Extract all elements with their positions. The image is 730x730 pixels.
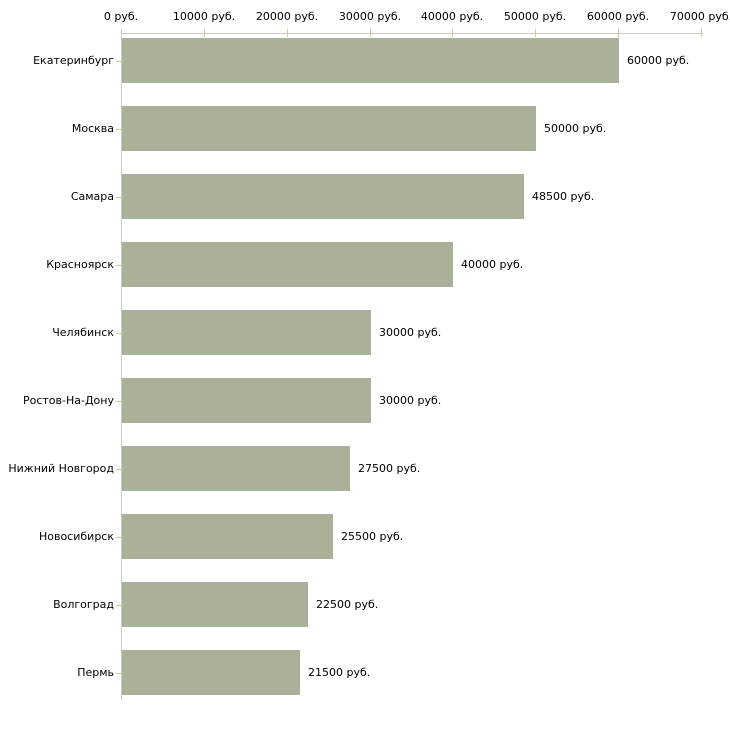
category-label: Пермь [77, 666, 114, 679]
value-label: 27500 руб. [358, 462, 421, 475]
category-label: Волгоград [53, 598, 114, 611]
category-label: Новосибирск [38, 530, 114, 543]
x-axis-tick [618, 29, 619, 37]
bar [122, 650, 300, 695]
bar [122, 38, 619, 83]
category-tick [116, 197, 121, 198]
x-axis-tick-label: 60000 руб. [586, 10, 650, 23]
x-axis-tick [535, 29, 536, 37]
y-axis-line [121, 33, 122, 700]
bar [122, 514, 333, 559]
x-axis-tick [370, 29, 371, 37]
value-label: 30000 руб. [379, 326, 442, 339]
x-axis-tick [204, 29, 205, 37]
category-label: Челябинск [52, 326, 114, 339]
bar [122, 582, 308, 627]
x-axis-line [121, 33, 703, 34]
category-tick [116, 537, 121, 538]
x-axis-tick [121, 29, 122, 37]
x-axis-tick-label: 50000 руб. [503, 10, 567, 23]
category-label: Красноярск [46, 258, 114, 271]
bar [122, 446, 350, 491]
x-axis-tick [701, 29, 702, 37]
value-label: 25500 руб. [341, 530, 404, 543]
value-label: 30000 руб. [379, 394, 442, 407]
value-label: 48500 руб. [532, 190, 595, 203]
category-label: Москва [71, 122, 114, 135]
bar [122, 242, 453, 287]
category-tick [116, 129, 121, 130]
x-axis-tick-label: 0 руб. [103, 10, 139, 23]
value-label: 60000 руб. [627, 54, 690, 67]
value-label: 22500 руб. [316, 598, 379, 611]
category-tick [116, 673, 121, 674]
category-tick [116, 605, 121, 606]
value-label: 21500 руб. [308, 666, 371, 679]
bar [122, 310, 371, 355]
category-label: Самара [70, 190, 114, 203]
value-label: 40000 руб. [461, 258, 524, 271]
x-axis-tick-label: 70000 руб. [669, 10, 730, 23]
category-tick [116, 333, 121, 334]
category-label: Екатеринбург [33, 54, 114, 67]
x-axis-tick-label: 20000 руб. [255, 10, 319, 23]
category-label: Нижний Новгород [8, 462, 114, 475]
category-tick [116, 401, 121, 402]
x-axis-tick [287, 29, 288, 37]
category-label: Ростов-На-Дону [22, 394, 114, 407]
x-axis-tick-label: 40000 руб. [420, 10, 484, 23]
bar [122, 174, 524, 219]
category-tick [116, 265, 121, 266]
category-tick [116, 61, 121, 62]
x-axis-tick [452, 29, 453, 37]
bar [122, 378, 371, 423]
category-tick [116, 469, 121, 470]
value-label: 50000 руб. [544, 122, 607, 135]
x-axis-tick-label: 10000 руб. [172, 10, 236, 23]
bar [122, 106, 536, 151]
x-axis-tick-label: 30000 руб. [338, 10, 402, 23]
